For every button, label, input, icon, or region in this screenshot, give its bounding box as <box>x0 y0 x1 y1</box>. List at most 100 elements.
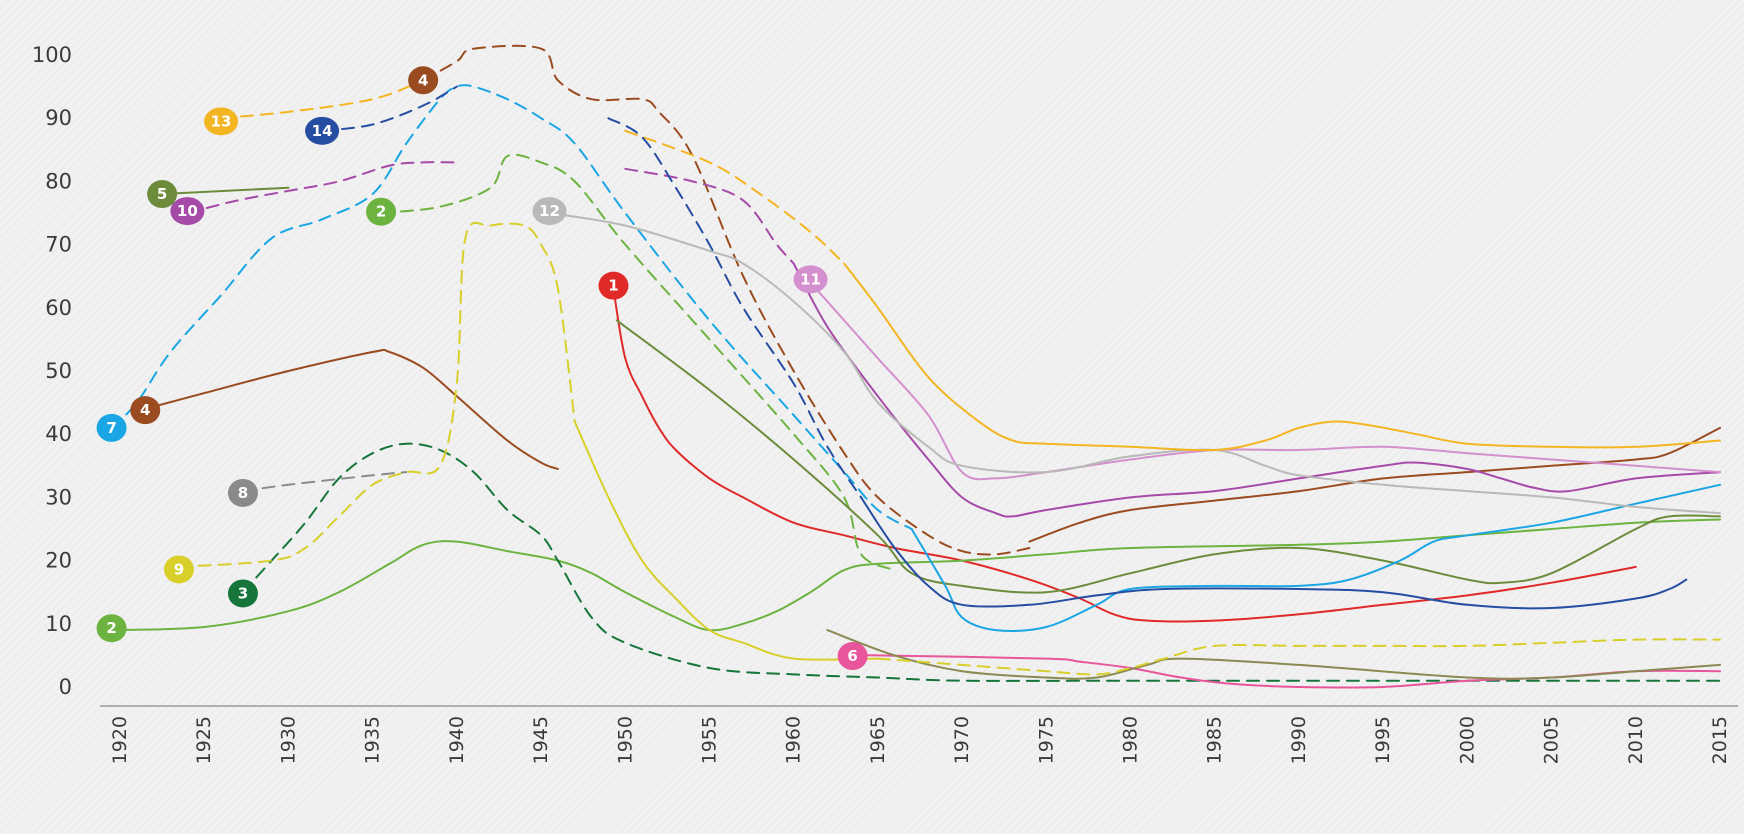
series-lines <box>110 44 1721 689</box>
series-line <box>624 129 846 265</box>
badge-circle <box>532 197 567 226</box>
x-tick-label: 2015 <box>1709 716 1731 764</box>
x-tick-label: 1970 <box>951 716 973 764</box>
badge-circle <box>204 107 239 136</box>
series-badge-14: 14 <box>305 116 340 145</box>
y-tick-label: 30 <box>45 485 72 509</box>
series-line <box>615 319 1721 594</box>
x-tick-label: 1995 <box>1372 716 1394 764</box>
x-tick-label: 2000 <box>1456 716 1478 764</box>
x-tick-label: 1980 <box>1120 716 1142 764</box>
badge-circle <box>170 197 205 226</box>
badge-circle <box>227 478 258 507</box>
x-tick-label: 1950 <box>614 716 636 764</box>
series-badge-4: 4 <box>408 66 439 95</box>
badge-label: 11 <box>800 270 821 288</box>
series-line-14 <box>321 85 458 132</box>
x-tick-label: 1985 <box>1204 716 1226 764</box>
x-tick-label: 1960 <box>783 716 805 764</box>
badge-label: 12 <box>539 202 560 220</box>
badge-label: 3 <box>238 584 248 602</box>
y-tick-label: 0 <box>59 675 72 699</box>
badge-circle <box>227 579 258 608</box>
x-tick-label: 2005 <box>1541 716 1563 764</box>
badge-label: 10 <box>177 202 198 220</box>
series-badge-7: 7 <box>96 413 127 442</box>
x-tick-label: 1930 <box>277 716 299 764</box>
series-line <box>876 638 1721 676</box>
series-line <box>792 262 1721 518</box>
series-line-4 <box>422 44 1031 556</box>
series-badge-10: 10 <box>170 197 205 226</box>
x-tick-label: 1955 <box>698 716 720 764</box>
y-tick-label: 80 <box>45 169 72 193</box>
badge-circle <box>96 614 127 643</box>
x-tick-label: 1920 <box>109 716 131 764</box>
series-line <box>624 167 795 265</box>
series-badge-13: 13 <box>204 107 239 136</box>
series-line-7 <box>110 84 913 530</box>
badge-circle <box>366 197 397 226</box>
series-line <box>860 496 1688 610</box>
series-line-8 <box>241 471 408 493</box>
x-tick-label: 1975 <box>1035 716 1057 764</box>
y-tick-label: 70 <box>45 233 72 257</box>
x-tick-label: 1940 <box>446 716 468 764</box>
series-line-4 <box>144 348 559 470</box>
series-line <box>843 262 1721 452</box>
x-tick-label: 1990 <box>1288 716 1310 764</box>
series-line <box>607 117 863 499</box>
badge-label: 9 <box>174 560 184 578</box>
y-tick-label: 50 <box>45 359 72 383</box>
y-tick-label: 40 <box>45 422 72 446</box>
series-badge-2: 2 <box>96 614 127 643</box>
series-line <box>1028 426 1721 543</box>
badge-label: 6 <box>847 647 857 665</box>
series-line-10 <box>186 161 458 214</box>
series-line <box>910 483 1721 632</box>
badge-label: 2 <box>376 203 386 221</box>
series-badge-12: 12 <box>532 197 567 226</box>
badge-circle <box>130 396 161 425</box>
badge-label: 7 <box>106 419 116 437</box>
series-badge-5: 5 <box>147 180 178 209</box>
series-line-3 <box>241 442 1721 682</box>
badge-label: 5 <box>157 185 167 203</box>
badge-circle <box>408 66 439 95</box>
series-line-6 <box>851 654 1721 689</box>
badge-circle <box>598 271 629 300</box>
badge-circle <box>793 265 828 294</box>
y-tick-label: 100 <box>32 43 72 67</box>
badge-label: 8 <box>238 484 248 502</box>
badge-circle <box>837 642 868 671</box>
series-badge-2: 2 <box>366 197 397 226</box>
x-tick-label: 1925 <box>193 716 215 764</box>
y-tick-label: 20 <box>45 549 72 573</box>
y-axis-ticks: 0 10 20 30 40 50 60 70 80 90 100 <box>32 43 72 699</box>
x-axis-ticks: 1920 1925 1930 1935 1940 1945 1950 1955 … <box>109 716 1731 764</box>
series-line-11 <box>809 281 1721 481</box>
series-line-9 <box>177 221 576 568</box>
series-badge-3: 3 <box>227 579 258 608</box>
series-badge-9: 9 <box>163 555 194 584</box>
series-badge-4: 4 <box>130 396 161 425</box>
series-line-5 <box>161 186 290 195</box>
series-line <box>826 629 1721 680</box>
badge-label: 1 <box>608 277 618 295</box>
badge-circle <box>96 413 127 442</box>
x-tick-label: 1945 <box>530 716 552 764</box>
x-tick-label: 2010 <box>1625 716 1647 764</box>
badge-label: 14 <box>312 122 333 140</box>
series-line-1 <box>612 287 1637 623</box>
series-badge-11: 11 <box>793 265 828 294</box>
y-tick-label: 10 <box>45 612 72 636</box>
badge-circle <box>305 116 340 145</box>
x-tick-label: 1935 <box>362 716 384 764</box>
series-badge-6: 6 <box>837 642 868 671</box>
series-badge-1: 1 <box>598 271 629 300</box>
series-badge-8: 8 <box>227 478 258 507</box>
badge-circle <box>147 180 178 209</box>
series-line-2 <box>380 153 896 572</box>
